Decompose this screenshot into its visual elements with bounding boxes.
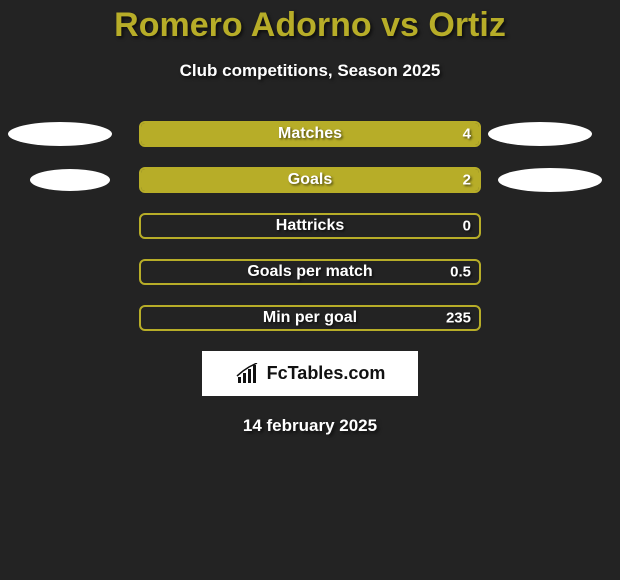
bar-chart-icon [235, 363, 261, 385]
subtitle: Club competitions, Season 2025 [0, 61, 620, 81]
stat-label: Matches [278, 125, 342, 143]
comparison-bars: Matches 4 Goals 2 Hattricks 0 Goals per match 0… [0, 121, 620, 331]
stat-row: Matches 4 [0, 121, 620, 147]
right-player-icon [498, 168, 602, 192]
page-title: Romero Adorno vs Ortiz [0, 0, 620, 45]
stat-label: Goals [288, 171, 332, 189]
stat-value: 4 [463, 126, 471, 143]
stat-row: Hattricks 0 [0, 213, 620, 239]
stat-row: Goals 2 [0, 167, 620, 193]
date-text: 14 february 2025 [0, 416, 620, 436]
stat-bar: Hattricks 0 [139, 213, 481, 239]
left-player-icon [8, 122, 112, 146]
brand-text: FcTables.com [267, 363, 386, 384]
stat-row: Goals per match 0.5 [0, 259, 620, 285]
stat-bar: Goals per match 0.5 [139, 259, 481, 285]
stat-value: 235 [446, 310, 471, 327]
stat-bar: Matches 4 [139, 121, 481, 147]
brand-box: FcTables.com [202, 351, 418, 396]
stat-value: 2 [463, 172, 471, 189]
stat-label: Min per goal [263, 309, 357, 327]
stat-label: Goals per match [247, 263, 372, 281]
stat-value: 0 [463, 218, 471, 235]
stat-value: 0.5 [450, 264, 471, 281]
right-player-icon [488, 122, 592, 146]
left-player-icon [30, 169, 110, 191]
stat-bar: Min per goal 235 [139, 305, 481, 331]
stat-label: Hattricks [276, 217, 344, 235]
stat-bar: Goals 2 [139, 167, 481, 193]
stat-row: Min per goal 235 [0, 305, 620, 331]
